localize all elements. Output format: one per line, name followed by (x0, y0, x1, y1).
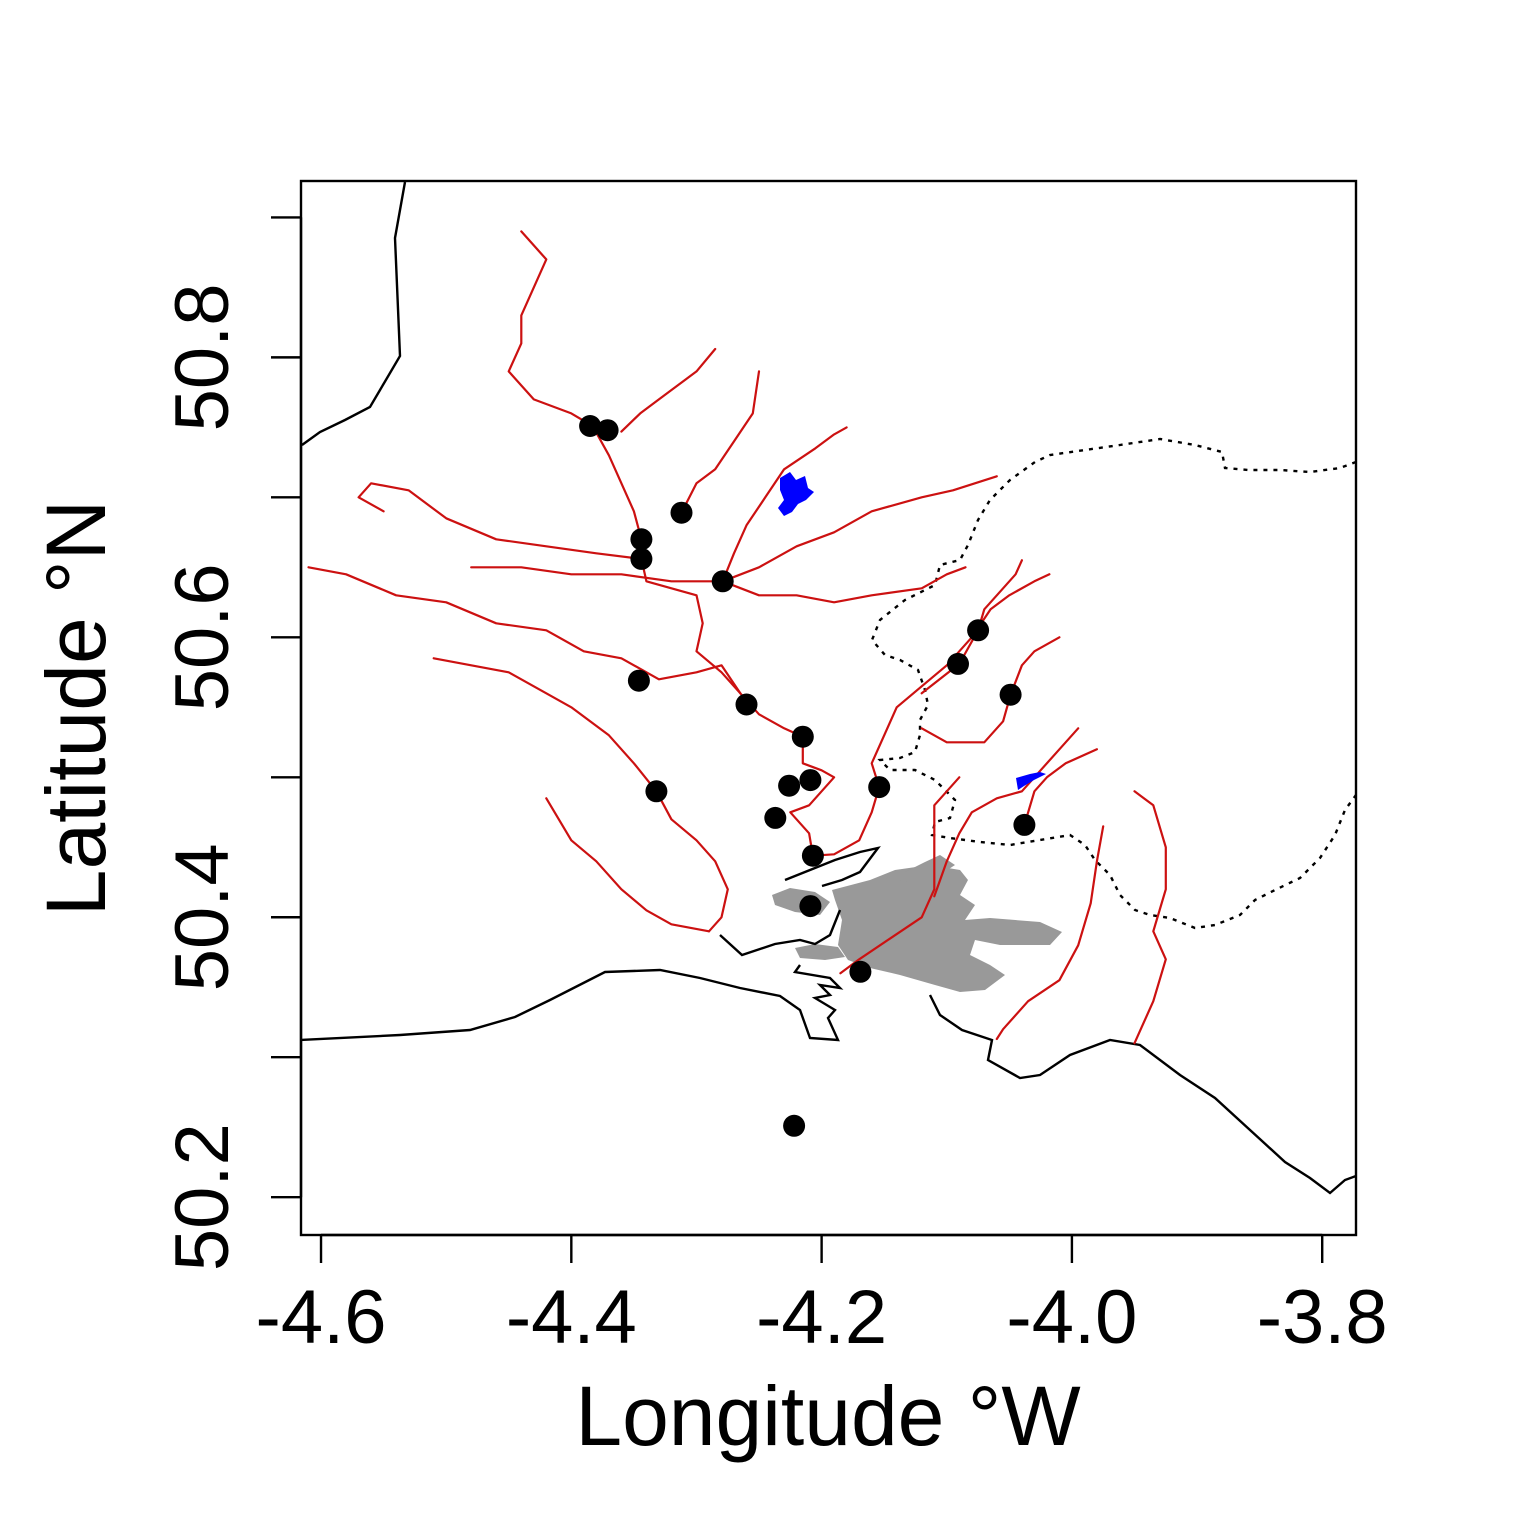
site-point-19 (999, 683, 1022, 706)
coastline-east (928, 994, 1356, 1195)
river-7 (357, 482, 643, 561)
y-axis-title: Latitude °N (29, 500, 123, 917)
site-point-17 (947, 652, 969, 675)
y-axis: 50.2 50.4 50.6 50.8 (160, 216, 303, 1271)
river-0 (507, 230, 594, 428)
y-tick-label-6: 50.8 (160, 283, 245, 431)
river-5 (721, 426, 848, 583)
site-point-8 (791, 725, 814, 748)
x-tick-label-1: -4.4 (506, 1275, 637, 1360)
site-point-13 (764, 806, 787, 829)
river-6 (721, 475, 998, 583)
river-8 (470, 566, 967, 604)
y-tick-label-2: 50.4 (160, 843, 245, 991)
river-20 (839, 776, 961, 975)
reservoir-east (1016, 772, 1046, 790)
site-point-4 (630, 547, 653, 570)
site-point-21 (783, 1114, 806, 1137)
site-point-0 (579, 415, 602, 437)
rivers (307, 230, 1167, 1045)
river-2 (789, 735, 836, 857)
river-4 (680, 370, 761, 514)
site-point-3 (630, 528, 653, 551)
site-point-6 (627, 669, 650, 692)
river-3 (620, 347, 717, 433)
x-tick-label-3: -4.0 (1006, 1275, 1137, 1360)
river-18 (1133, 790, 1167, 1045)
river-16 (933, 727, 1080, 898)
boundary-north (870, 437, 1356, 930)
x-tick-label-2: -4.2 (756, 1275, 887, 1360)
coastline-estuary-north (784, 846, 881, 888)
urban-area-southwest (795, 944, 845, 960)
x-tick-label-0: -4.6 (256, 1275, 387, 1360)
site-point-9 (778, 774, 801, 797)
coastline (301, 181, 1356, 1195)
river-13 (811, 785, 881, 857)
site-point-16 (849, 960, 872, 983)
site-point-20 (1013, 813, 1036, 836)
coastline-estuary-west (719, 909, 842, 957)
site-point-5 (711, 570, 734, 593)
site-point-2 (670, 501, 693, 524)
reservoir-north (778, 472, 814, 516)
river-19 (995, 825, 1105, 1041)
plot-content (301, 181, 1356, 1195)
site-point-1 (596, 419, 619, 442)
river-17 (1023, 748, 1099, 827)
site-point-15 (799, 895, 822, 918)
reservoirs (778, 472, 1046, 790)
river-12 (870, 573, 1051, 789)
y-tick-label-0: 50.2 (160, 1123, 245, 1271)
river-15 (920, 636, 1061, 744)
coastline-south-west (301, 964, 844, 1042)
site-point-14 (801, 844, 824, 867)
urban-area-main (832, 865, 1062, 992)
sampling-sites (579, 415, 1036, 1137)
x-axis: -4.6 -4.4 -4.2 -4.0 -3.8 (256, 1233, 1388, 1360)
x-tick-label-4: -3.8 (1257, 1275, 1388, 1360)
coastline-north (301, 181, 407, 446)
site-point-10 (799, 769, 822, 792)
urban-area-north (885, 855, 955, 882)
river-10 (432, 657, 729, 933)
site-point-7 (735, 693, 758, 716)
y-tick-label-4: 50.6 (160, 563, 245, 711)
x-axis-title: Longitude °W (575, 1369, 1080, 1463)
boundary (870, 437, 1356, 930)
site-point-12 (868, 776, 891, 799)
site-point-11 (645, 780, 668, 803)
river-11 (545, 797, 711, 933)
river-9 (307, 566, 742, 695)
site-point-18 (967, 619, 990, 642)
